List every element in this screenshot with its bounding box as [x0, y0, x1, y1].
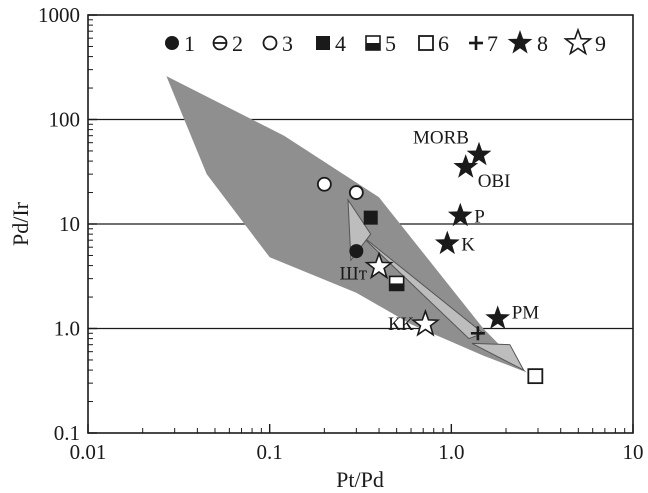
point-plus: [470, 326, 485, 341]
x-tick-label: 0.01: [70, 440, 107, 464]
point-open-star: [364, 251, 394, 280]
point-filled-star: [447, 202, 473, 227]
y-tick-label: 1000: [38, 3, 80, 27]
legend-label: 1: [184, 31, 195, 56]
point-label: КК: [388, 314, 414, 335]
legend-symbol-filled-circle: [165, 36, 179, 50]
point-filled-star: [485, 305, 511, 329]
point-filled-star: [466, 141, 492, 166]
legend-symbol-open-star: [563, 27, 593, 56]
point-filled-square: [363, 210, 378, 225]
x-tick-label: 1.0: [438, 440, 464, 464]
ticks: [87, 14, 634, 434]
legend-label: 3: [282, 31, 293, 56]
legend-symbol-open-square: [418, 35, 434, 51]
point-open-star: [410, 308, 441, 337]
legend-label: 7: [487, 31, 498, 56]
point-label: PM: [512, 302, 540, 323]
point-filled-circle: [349, 244, 364, 259]
legend-label: 9: [595, 31, 606, 56]
point-open-circle: [316, 176, 332, 192]
legend: 1 2 3 4 5 6 7 8 9: [165, 27, 606, 56]
legend-symbol-filled-star: [507, 30, 533, 54]
legend-label: 6: [438, 31, 449, 56]
legend-symbol-open-circle: [262, 35, 278, 51]
point-label: MORB: [413, 128, 469, 149]
point-open-square: [527, 368, 544, 385]
triangle-layer: [347, 198, 525, 372]
y-tick-label: 1.0: [54, 317, 80, 341]
x-tick-label: 10: [623, 440, 644, 464]
point-open-circle: [348, 185, 364, 200]
lower-triangle: [471, 342, 525, 372]
point-filled-star: [453, 154, 479, 178]
y-tick-label: 10: [59, 212, 80, 236]
y-tick-label: 100: [49, 108, 81, 132]
legend-label: 8: [537, 31, 548, 56]
x-tick-label: 0.1: [257, 440, 283, 464]
y-axis-title: Pd/Ir: [8, 201, 33, 246]
legend-symbol-plus: [469, 36, 483, 50]
x-axis-title: Pt/Pd: [336, 467, 384, 492]
point-filled-star: [434, 230, 460, 255]
legend-symbol-filled-square: [316, 36, 330, 50]
y-tick-label: 0.1: [54, 421, 80, 445]
legend-label: 5: [385, 31, 396, 56]
legend-symbol-circle-with-line: [212, 35, 228, 51]
point-label: Шт: [340, 264, 368, 285]
point-labels: MORB OBI PK PM Шт КК: [340, 128, 540, 335]
point-label: K: [461, 235, 475, 256]
legend-label: 2: [232, 31, 243, 56]
point-label: P: [474, 207, 485, 228]
point-label: OBI: [478, 171, 511, 192]
legend-symbol-half-square: [365, 35, 381, 51]
legend-label: 4: [335, 31, 346, 56]
point-half-square: [388, 275, 405, 292]
points-layer: [316, 141, 544, 385]
